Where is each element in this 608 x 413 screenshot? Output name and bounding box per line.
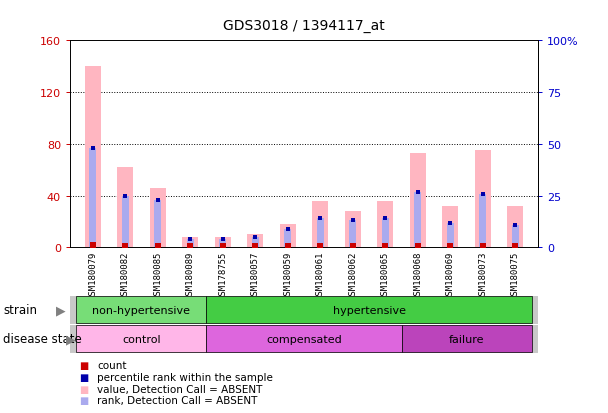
Bar (247, 235, 263, 248)
Text: GDS3018 / 1394117_at: GDS3018 / 1394117_at (223, 19, 385, 33)
Bar (77, 297, 207, 324)
Bar (349, 221, 356, 248)
Bar (284, 229, 291, 248)
Text: percentile rank within the sample: percentile rank within the sample (97, 372, 273, 382)
Text: ■: ■ (79, 384, 88, 394)
Bar (312, 201, 328, 248)
Text: ■: ■ (79, 372, 88, 382)
Bar (182, 237, 198, 248)
Text: count: count (97, 361, 127, 370)
Bar (215, 237, 231, 248)
Bar (219, 240, 226, 248)
Text: compensated: compensated (266, 334, 342, 344)
Bar (442, 206, 458, 248)
Text: non-hypertensive: non-hypertensive (92, 305, 190, 315)
Text: value, Detection Call = ABSENT: value, Detection Call = ABSENT (97, 384, 263, 394)
Bar (512, 225, 519, 248)
Bar (89, 149, 96, 248)
Bar (507, 206, 523, 248)
Text: hypertensive: hypertensive (333, 305, 406, 315)
Bar (401, 325, 531, 353)
Bar (252, 237, 259, 248)
Bar (447, 223, 454, 248)
Text: ▶: ▶ (56, 304, 66, 317)
Bar (85, 67, 101, 248)
Text: ■: ■ (79, 361, 88, 370)
Text: rank, Detection Call = ABSENT: rank, Detection Call = ABSENT (97, 395, 258, 405)
Bar (317, 219, 324, 248)
Bar (410, 154, 426, 248)
Bar (154, 200, 161, 248)
Bar (77, 325, 207, 353)
Bar (475, 151, 491, 248)
Bar (382, 219, 389, 248)
Bar (150, 188, 166, 248)
Bar (414, 192, 421, 248)
Bar (122, 196, 129, 248)
Bar (117, 168, 133, 248)
Text: control: control (122, 334, 161, 344)
Bar (187, 240, 194, 248)
Bar (207, 297, 531, 324)
Bar (345, 211, 361, 248)
Bar (479, 194, 486, 248)
Text: ■: ■ (79, 395, 88, 405)
Bar (280, 225, 296, 248)
Bar (207, 325, 401, 353)
Text: failure: failure (449, 334, 485, 344)
Text: strain: strain (3, 304, 37, 317)
Text: ▶: ▶ (66, 332, 75, 346)
Bar (377, 201, 393, 248)
Text: disease state: disease state (3, 332, 82, 346)
